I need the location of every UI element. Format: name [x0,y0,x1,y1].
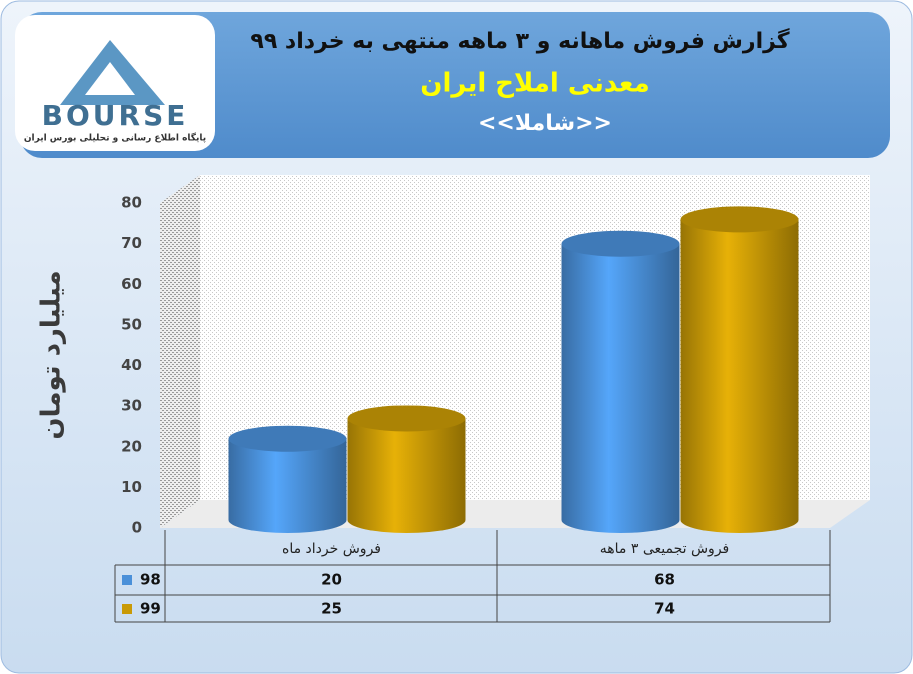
y-tick-label: 70 [121,234,142,252]
bar-top [680,206,799,233]
y-axis-label: میلیارد تومان [37,270,67,439]
chart-title: گزارش فروش ماهانه و ۳ ماهه منتهی به خردا… [250,27,789,54]
table-value: 20 [321,571,342,589]
bar-top [561,230,680,257]
y-tick-label: 40 [121,356,142,374]
table-value: 68 [654,571,675,589]
legend-swatch [122,604,132,614]
table-value: 74 [654,600,675,618]
legend-label: 98 [140,571,161,589]
symbol: <<شاملا>> [478,111,612,136]
chart-subtitle: معدنی املاح ایران [420,69,649,99]
bar [561,243,680,533]
bar [347,418,466,533]
y-tick-label: 20 [121,437,142,455]
y-tick-label: 0 [132,519,142,537]
y-tick-label: 80 [121,194,142,212]
logo-name: BOURSE [42,99,189,132]
bar-top [347,405,466,432]
y-tick-label: 60 [121,275,142,293]
bar-top [228,425,347,452]
x-tick-label: فروش خرداد ماه [282,541,381,557]
logo-mark [85,62,135,95]
y-tick-label: 10 [121,478,142,496]
legend-label: 99 [140,600,161,618]
y-tick-label: 50 [121,315,142,333]
y-tick-label: 30 [121,397,142,415]
bar [680,219,799,533]
x-tick-label: فروش تجمیعی ۳ ماهه [600,541,729,557]
data-table [114,530,831,623]
bar [228,438,347,533]
legend-swatch [122,575,132,585]
table-value: 25 [321,600,342,618]
header [20,12,890,158]
logo-tagline: پایگاه اطلاع رسانی و تحلیلی بورس ایران [24,132,206,144]
side-wall [160,175,200,528]
